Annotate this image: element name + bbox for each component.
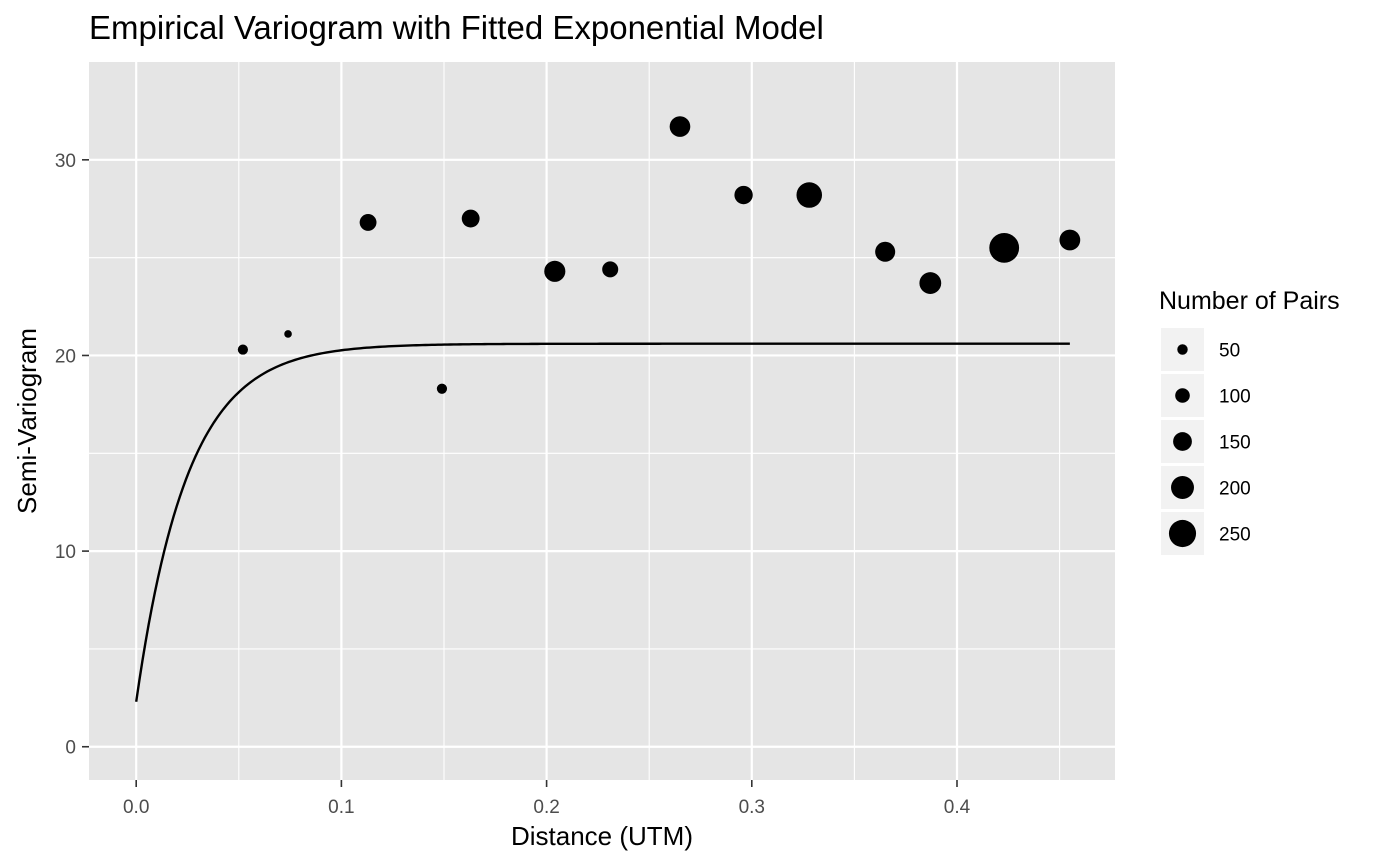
y-axis: 0 10 20 30	[55, 151, 89, 759]
x-tick-label: 0.2	[533, 797, 559, 818]
chart-title: Empirical Variogram with Fitted Exponent…	[89, 9, 824, 46]
major-gridlines	[89, 62, 1115, 780]
variogram-point	[237, 344, 248, 355]
legend-key-point	[1168, 519, 1197, 548]
x-axis: 0.0 0.1 0.2 0.3 0.4	[123, 780, 971, 818]
minor-gridlines	[89, 62, 1115, 780]
variogram-point	[875, 241, 896, 262]
legend-key-point	[1177, 344, 1188, 355]
variogram-point	[796, 182, 823, 208]
variogram-point	[734, 185, 753, 205]
variogram-point	[602, 261, 619, 278]
variogram-point	[284, 330, 292, 338]
variogram-point	[436, 383, 448, 394]
y-tick-label: 10	[55, 542, 76, 563]
legend-key-label: 250	[1219, 525, 1251, 546]
variogram-point	[989, 232, 1020, 263]
legend-key-label: 50	[1219, 341, 1240, 362]
y-tick-label: 20	[55, 346, 76, 367]
legend-keys: 50 100 150 200 250	[1161, 328, 1251, 555]
y-axis-title: Semi-Variogram	[12, 328, 42, 514]
variogram-points	[237, 116, 1081, 394]
x-tick-label: 0.3	[739, 797, 765, 818]
x-axis-title: Distance (UTM)	[511, 821, 693, 851]
x-tick-label: 0.1	[328, 797, 354, 818]
fitted-exponential-line	[135, 342, 1070, 702]
variogram-point	[1059, 229, 1081, 251]
x-tick-label: 0.0	[123, 797, 149, 818]
y-tick-label: 0	[65, 738, 76, 759]
legend-key-point	[1173, 432, 1192, 451]
variogram-point	[359, 213, 377, 231]
legend-key-label: 200	[1219, 479, 1251, 500]
y-tick-label: 30	[55, 151, 76, 172]
size-legend: Number of Pairs 50 100 150 200 250	[1159, 287, 1340, 555]
legend-key-point	[1175, 388, 1190, 403]
legend-key-label: 150	[1219, 433, 1251, 454]
variogram-point	[461, 209, 480, 228]
x-tick-label: 0.4	[944, 797, 971, 818]
variogram-point	[669, 116, 691, 137]
variogram-point	[919, 272, 942, 294]
legend-title: Number of Pairs	[1159, 287, 1340, 315]
legend-key-label: 100	[1219, 387, 1251, 408]
variogram-point	[544, 260, 566, 282]
plot-panel	[89, 62, 1115, 780]
legend-key-point	[1171, 476, 1194, 499]
fitted-model-line-group	[135, 342, 1070, 702]
